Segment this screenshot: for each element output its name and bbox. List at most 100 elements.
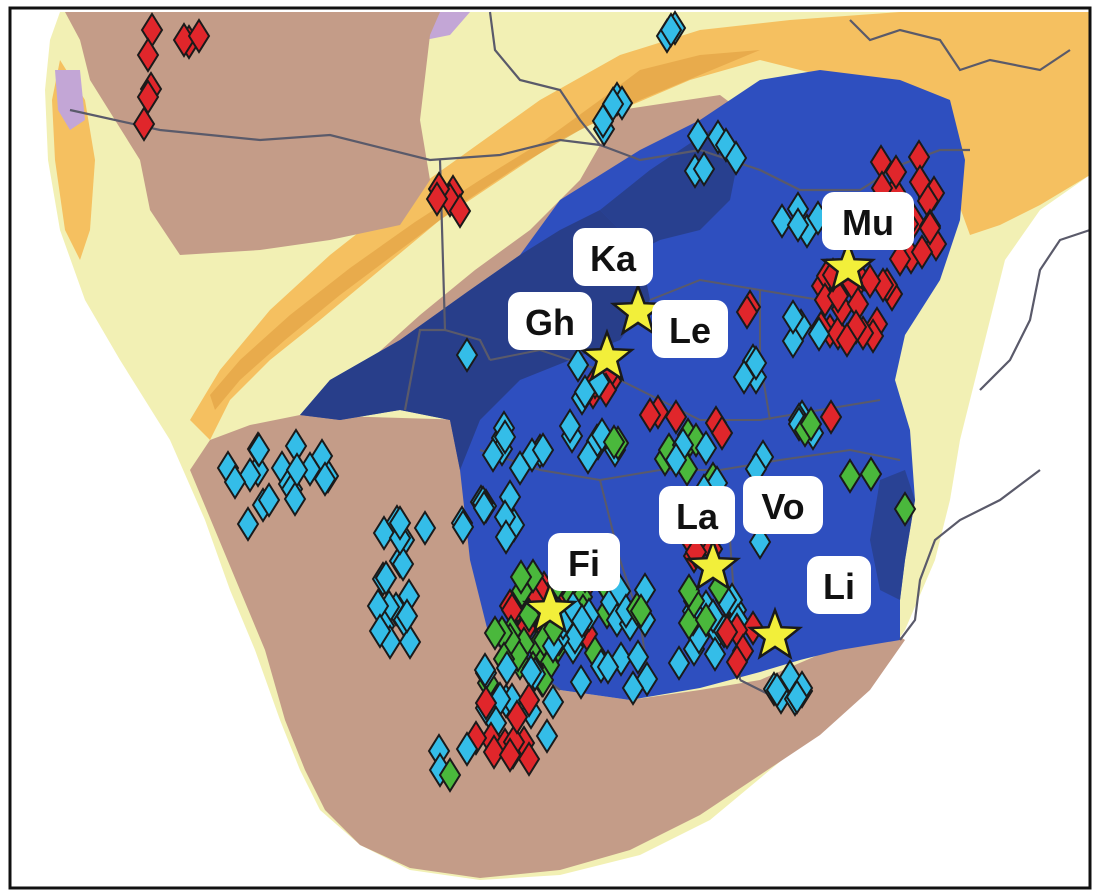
green-diamond-marker <box>893 491 917 527</box>
red-diamond-marker <box>505 699 529 735</box>
red-diamond-marker <box>888 241 912 277</box>
cyan-diamond-marker <box>558 408 582 444</box>
cyan-diamond-marker <box>596 649 620 685</box>
cyan-diamond-marker <box>313 461 337 497</box>
site-label-mu: Mu <box>822 192 914 250</box>
political-borders <box>69 11 1091 702</box>
cyan-diamond-marker <box>785 679 809 715</box>
cyan-diamond-marker <box>626 639 650 675</box>
green-diamond-marker <box>799 406 823 442</box>
cyan-diamond-marker <box>247 432 271 468</box>
site-label-li-text: Li <box>823 566 855 607</box>
cyan-diamond-marker <box>493 419 517 455</box>
cyan-diamond-marker <box>494 519 518 555</box>
red-diamond-marker <box>425 181 449 217</box>
site-label-la-text: La <box>676 496 719 537</box>
cyan-diamond-marker <box>531 432 555 468</box>
cyan-diamond-marker <box>283 481 307 517</box>
site-label-mu-text: Mu <box>842 202 894 243</box>
red-diamond-marker <box>725 644 749 680</box>
cyan-diamond-marker <box>621 670 645 706</box>
green-diamond-marker <box>438 757 462 793</box>
site-label-li: Li <box>807 556 871 614</box>
site-label-gh: Gh <box>508 292 592 350</box>
star-marker-la <box>684 537 742 591</box>
green-diamond-marker <box>629 593 653 629</box>
red-diamond-marker <box>517 682 541 718</box>
red-diamond-marker <box>819 399 843 435</box>
red-diamond-marker <box>884 154 908 190</box>
site-label-le: Le <box>652 300 728 358</box>
red-diamond-marker <box>715 614 739 650</box>
cyan-diamond-marker <box>481 437 505 473</box>
cyan-diamond-marker <box>473 652 497 688</box>
cyan-diamond-marker <box>724 140 748 176</box>
cyan-diamond-marker <box>236 506 260 542</box>
cyan-diamond-marker <box>566 347 590 383</box>
cyan-diamond-marker <box>455 731 479 767</box>
site-label-vo-text: Vo <box>761 486 804 527</box>
cyan-diamond-marker <box>786 207 810 243</box>
cyan-diamond-marker <box>694 430 718 466</box>
cyan-diamond-marker <box>495 650 519 686</box>
red-diamond-marker <box>910 234 934 270</box>
green-diamond-marker <box>509 559 533 595</box>
red-diamond-marker <box>187 18 211 54</box>
cyan-diamond-marker <box>664 442 688 478</box>
cyan-diamond-marker <box>576 439 600 475</box>
cyan-diamond-marker <box>455 337 479 373</box>
cyan-diamond-marker <box>569 664 593 700</box>
cyan-diamond-marker <box>732 359 756 395</box>
red-diamond-marker <box>136 79 160 115</box>
red-diamond-marker <box>918 210 942 246</box>
cyan-diamond-marker <box>541 684 565 720</box>
red-diamond-marker <box>482 734 506 770</box>
star-marker-mu <box>819 238 877 292</box>
red-diamond-marker <box>710 415 734 451</box>
cyan-diamond-marker <box>781 323 805 359</box>
cyan-diamond-marker <box>781 299 805 335</box>
red-diamond-marker <box>448 193 472 229</box>
cyan-diamond-marker <box>770 203 794 239</box>
green-diamond-marker <box>694 602 718 638</box>
red-diamond-marker <box>835 322 859 358</box>
green-diamond-marker <box>859 456 883 492</box>
green-diamond-marker <box>677 573 701 609</box>
green-diamond-marker <box>838 458 862 494</box>
cyan-diamond-marker <box>285 452 309 488</box>
cyan-diamond-marker <box>659 12 683 48</box>
red-diamond-marker <box>638 397 662 433</box>
red-diamond-marker <box>735 294 759 330</box>
brown-terrane-south <box>190 415 905 878</box>
cyan-diamond-marker <box>451 509 475 545</box>
craton-dark-blue-west <box>300 210 650 470</box>
site-label-fi: Fi <box>548 533 620 591</box>
site-label-la: La <box>659 486 735 544</box>
green-diamond-marker <box>483 615 507 651</box>
star-marker-li <box>746 606 804 660</box>
cyan-diamond-marker <box>667 645 691 681</box>
site-label-gh-text: Gh <box>525 302 575 343</box>
cyan-diamond-marker <box>472 490 496 526</box>
cyan-diamond-marker <box>388 505 412 541</box>
site-label-le-text: Le <box>669 310 711 351</box>
cyan-diamond-marker <box>535 718 559 754</box>
red-diamond-marker <box>517 741 541 777</box>
cyan-diamond-marker <box>692 151 716 187</box>
cyan-diamond-marker <box>570 603 594 639</box>
cyan-diamond-marker <box>398 624 422 660</box>
red-diamond-marker <box>498 737 522 773</box>
cyan-diamond-marker <box>223 464 247 500</box>
cyan-diamond-marker <box>257 482 281 518</box>
cyan-diamond-marker <box>686 118 710 154</box>
red-diamond-marker <box>132 106 156 142</box>
site-label-ka-text: Ka <box>590 238 637 279</box>
cyan-diamond-marker <box>391 546 415 582</box>
green-diamond-marker <box>602 424 626 460</box>
site-label-ka: Ka <box>573 228 653 286</box>
cyan-diamond-marker <box>601 86 625 122</box>
site-label-fi-text: Fi <box>568 543 600 584</box>
red-diamond-marker <box>664 399 688 435</box>
cyan-diamond-marker <box>395 598 419 634</box>
